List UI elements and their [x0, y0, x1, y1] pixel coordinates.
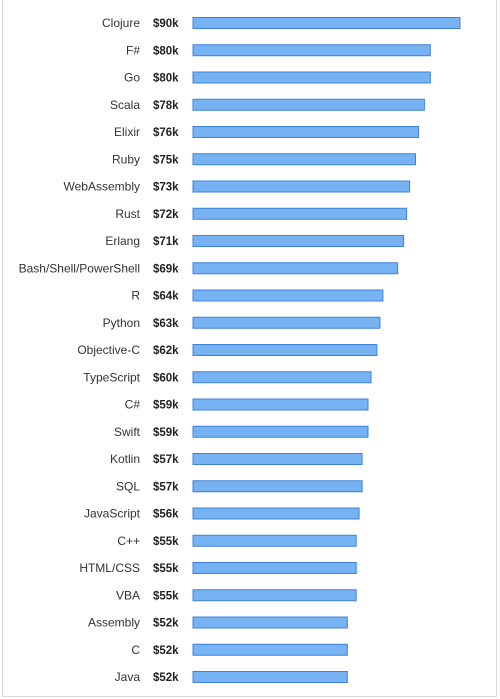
value-label: $55k — [153, 536, 179, 548]
bar — [192, 235, 405, 247]
value-label: $59k — [153, 427, 179, 439]
category-label: VBA — [116, 588, 140, 602]
bar — [192, 207, 408, 220]
category-label: Objective-C — [77, 343, 140, 357]
category-label: Elixir — [114, 125, 140, 139]
bar — [192, 316, 381, 329]
value-label: $52k — [153, 645, 179, 657]
value-label: $62k — [153, 345, 179, 357]
bar — [192, 562, 357, 574]
bar — [192, 289, 384, 302]
category-label: R — [131, 289, 140, 303]
value-label: $52k — [153, 672, 179, 684]
value-label: $56k — [153, 509, 179, 521]
value-label: $80k — [153, 73, 179, 85]
category-label: Java — [115, 670, 141, 684]
value-label: $57k — [153, 454, 179, 466]
category-label: Python — [103, 316, 140, 330]
value-label: $60k — [153, 372, 179, 384]
value-label: $64k — [153, 291, 179, 303]
value-label: $71k — [153, 236, 179, 248]
value-label: $80k — [153, 45, 179, 57]
category-label: SQL — [116, 479, 140, 493]
bar — [192, 507, 360, 520]
value-label: $72k — [153, 209, 179, 221]
value-label: $73k — [153, 182, 179, 194]
category-label: Assembly — [88, 616, 140, 630]
bar — [192, 643, 348, 656]
category-label: C# — [125, 398, 141, 412]
category-label: HTML/CSS — [79, 561, 140, 575]
bar — [192, 98, 425, 111]
value-label: $57k — [153, 481, 179, 493]
bar — [192, 71, 431, 84]
value-label: $69k — [153, 263, 179, 275]
value-label: $55k — [153, 563, 179, 575]
bar — [192, 616, 348, 629]
value-label: $75k — [153, 154, 179, 166]
bar — [192, 671, 348, 683]
category-label: Kotlin — [110, 452, 140, 466]
bar — [192, 453, 363, 465]
category-label: Erlang — [105, 234, 140, 248]
category-label: Scala — [110, 98, 140, 112]
category-label: Go — [124, 71, 140, 85]
bar — [192, 344, 378, 356]
bar — [192, 480, 363, 493]
bar — [192, 17, 461, 29]
category-label: Swift — [114, 425, 141, 439]
bar — [192, 126, 419, 138]
bar — [192, 371, 372, 384]
bar — [192, 180, 411, 193]
value-label: $63k — [153, 318, 179, 330]
value-label: $78k — [153, 100, 179, 112]
category-label: JavaScript — [84, 507, 141, 521]
category-label: Ruby — [112, 152, 140, 166]
category-label: Clojure — [102, 16, 140, 30]
bar — [192, 425, 369, 438]
value-label: $52k — [153, 618, 179, 630]
value-label: $76k — [153, 127, 179, 139]
category-label: C++ — [117, 534, 140, 548]
bar — [192, 262, 399, 275]
bar — [192, 153, 416, 166]
category-label: Bash/Shell/PowerShell — [19, 261, 140, 275]
bar — [192, 589, 357, 602]
category-label: Rust — [115, 207, 140, 221]
bar — [192, 44, 431, 57]
bar — [192, 398, 369, 411]
category-label: C — [131, 643, 140, 657]
value-label: $55k — [153, 590, 179, 602]
bar — [192, 534, 357, 547]
category-label: WebAssembly — [64, 180, 140, 194]
category-label: TypeScript — [83, 370, 140, 384]
category-label: F# — [126, 43, 140, 57]
value-label: $59k — [153, 400, 179, 412]
value-label: $90k — [153, 18, 179, 30]
